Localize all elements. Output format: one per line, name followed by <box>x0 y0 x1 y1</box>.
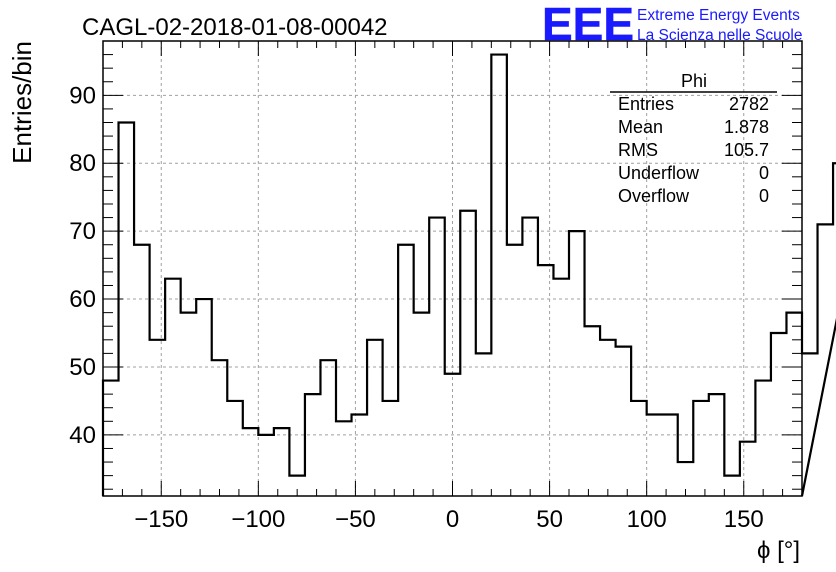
stats-value-overflow: 0 <box>759 186 769 206</box>
y-tick-label: 90 <box>69 82 96 109</box>
x-tick-label: 50 <box>536 506 563 533</box>
x-axis-label: ϕ [°] <box>757 537 800 564</box>
x-tick-label: −100 <box>231 506 285 533</box>
stats-label-mean: Mean <box>618 117 663 137</box>
stats-value-rms: 105.7 <box>724 140 769 160</box>
stats-box: Phi Entries 2782 Mean 1.878 RMS 105.7 Underflo… <box>610 71 777 206</box>
axis-ticks <box>102 40 803 496</box>
y-tick-label: 80 <box>69 150 96 177</box>
logo-line-2: La Scienza nelle Scuole <box>637 27 802 44</box>
y-tick-label: 60 <box>69 286 96 313</box>
stats-title: Phi <box>681 71 707 91</box>
axis-tick-labels: −150 −100 −50 0 50 100 150 40 50 60 70 80 90 <box>69 82 763 533</box>
stats-label-overflow: Overflow <box>618 186 690 206</box>
y-axis-label: Entries/bin <box>7 41 37 164</box>
x-tick-label: −150 <box>134 506 188 533</box>
x-tick-label: 0 <box>446 506 459 533</box>
x-tick-label: 150 <box>724 506 764 533</box>
logo-line-1: Extreme Energy Events <box>637 7 800 24</box>
x-tick-label: −50 <box>335 506 376 533</box>
stats-value-mean: 1.878 <box>724 117 769 137</box>
y-tick-label: 40 <box>69 422 96 449</box>
stats-label-underflow: Underflow <box>618 163 700 183</box>
stats-label-entries: Entries <box>618 94 674 114</box>
histogram-outline <box>101 53 836 497</box>
grid <box>103 41 802 496</box>
y-tick-label: 70 <box>69 218 96 245</box>
x-tick-label: 100 <box>627 506 667 533</box>
stats-label-rms: RMS <box>618 140 658 160</box>
stats-value-underflow: 0 <box>759 163 769 183</box>
chart-title: CAGL-02-2018-01-08-00042 <box>82 14 388 41</box>
eee-logo: EEE Extreme Energy Events La Scienza nel… <box>542 0 803 50</box>
y-tick-label: 50 <box>69 354 96 381</box>
stats-value-entries: 2782 <box>729 94 769 114</box>
